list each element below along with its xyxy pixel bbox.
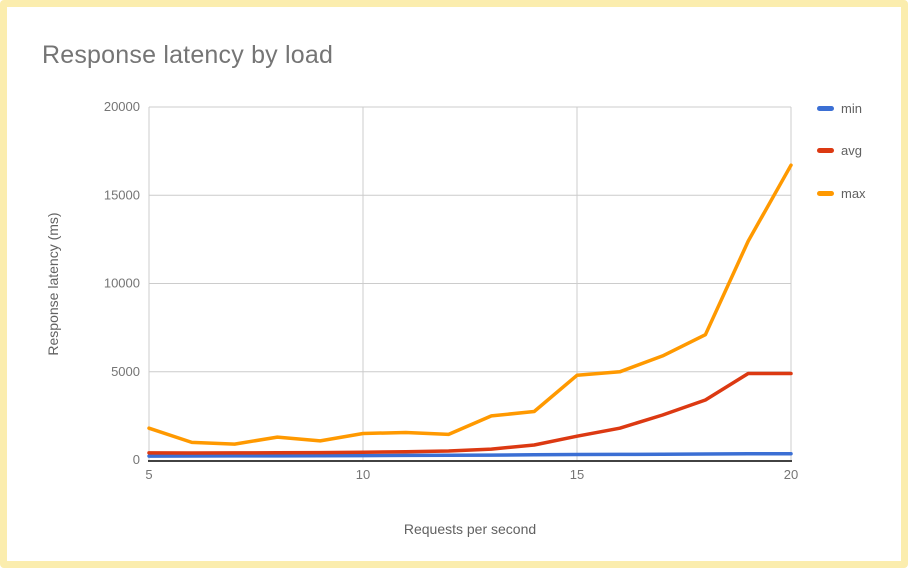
legend-label: avg bbox=[841, 143, 862, 158]
y-tick-label: 15000 bbox=[104, 187, 140, 202]
legend-label: min bbox=[841, 100, 862, 116]
legend-item-min: min bbox=[817, 100, 862, 116]
x-tick-label: 20 bbox=[784, 467, 798, 482]
legend-item-max: max bbox=[817, 185, 866, 201]
x-tick-label: 10 bbox=[356, 467, 370, 482]
legend-label: max bbox=[841, 185, 866, 201]
y-tick-label: 5000 bbox=[111, 364, 140, 379]
series-line-avg bbox=[147, 371, 793, 455]
x-axis-title: Requests per second bbox=[403, 521, 537, 537]
x-tick-label: 5 bbox=[145, 467, 152, 482]
chart-title: Response latency by load bbox=[42, 41, 334, 69]
legend-swatch-avg bbox=[817, 148, 834, 153]
series-line-min bbox=[147, 451, 793, 458]
y-tick-label: 10000 bbox=[104, 276, 140, 291]
y-tick-label: 20000 bbox=[104, 99, 140, 114]
legend-swatch-min bbox=[817, 105, 834, 111]
series-line-max bbox=[147, 163, 793, 446]
x-tick-label: 15 bbox=[570, 467, 584, 482]
chart-plot-area: 5 10 15 20 0 5000 10000 15000 20000 bbox=[104, 99, 798, 482]
y-tick-label: 0 bbox=[133, 452, 140, 467]
legend-item-avg: avg bbox=[817, 143, 862, 159]
legend-swatch-max bbox=[817, 190, 834, 196]
